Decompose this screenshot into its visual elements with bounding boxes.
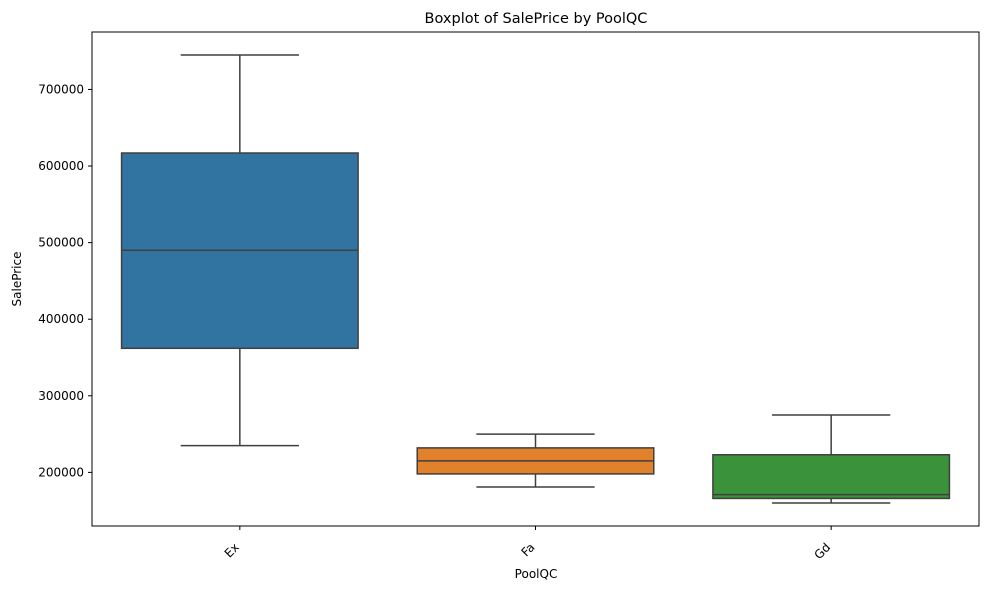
x-axis-label: PoolQC <box>515 567 558 581</box>
y-tick-label: 400000 <box>38 312 84 326</box>
x-tick-label: Ex <box>222 540 242 560</box>
y-axis: 200000 300000 400000 500000 600000 700000 <box>38 82 92 479</box>
box-group-ex <box>120 54 359 447</box>
x-tick-label: Gd <box>811 540 833 562</box>
y-tick-label: 500000 <box>38 236 84 250</box>
plot-area <box>120 54 951 504</box>
x-axis: Ex Fa Gd <box>222 526 833 562</box>
box-group-gd <box>712 414 951 504</box>
y-tick-label: 300000 <box>38 389 84 403</box>
box-group-fa <box>416 433 655 488</box>
y-tick-label: 600000 <box>38 159 84 173</box>
chart-title: Boxplot of SalePrice by PoolQC <box>425 11 648 27</box>
y-tick-label: 700000 <box>38 82 84 96</box>
x-tick-label: Fa <box>518 540 537 559</box>
y-axis-label: SalePrice <box>10 252 24 307</box>
box-gd <box>712 454 951 500</box>
y-tick-label: 200000 <box>38 465 84 479</box>
